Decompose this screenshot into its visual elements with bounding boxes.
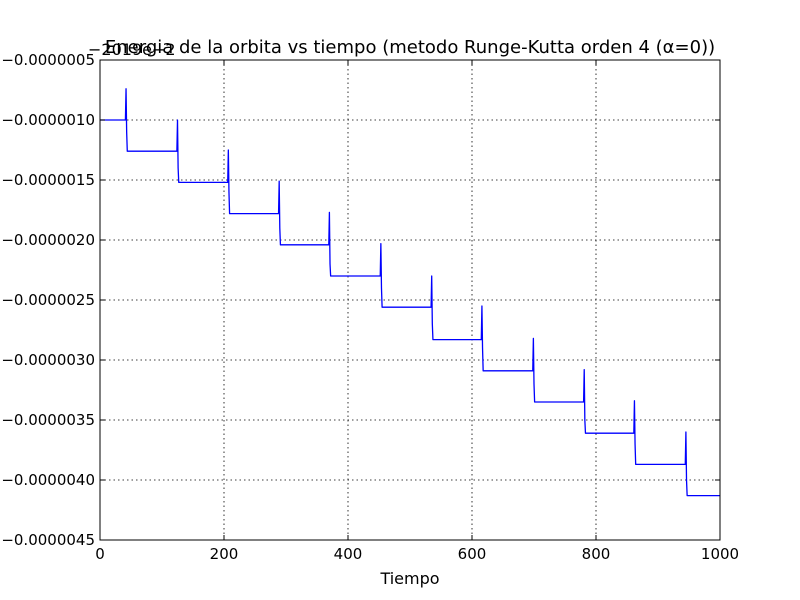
chart-title: Energia de la orbita vs tiempo (metodo R… bbox=[105, 37, 715, 58]
axis-tick-labels: 0 200 400 600 800 1000 −0.0000005 −0.0000010 −0.… bbox=[1, 51, 739, 563]
x-axis-label: Tiempo bbox=[379, 569, 439, 588]
y-tick-label: −0.0000030 bbox=[1, 351, 95, 369]
x-tick-label: 0 bbox=[95, 545, 105, 563]
y-tick-label: −0.0000020 bbox=[1, 231, 95, 249]
y-tick-label: −0.0000040 bbox=[1, 471, 95, 489]
x-tick-label: 200 bbox=[210, 545, 239, 563]
y-tick-label: −0.0000005 bbox=[1, 51, 95, 69]
energy-series-line bbox=[100, 88, 720, 497]
y-offset-text: −2019e−2 bbox=[88, 40, 176, 59]
y-tick-label: −0.0000010 bbox=[1, 111, 95, 129]
series-layer bbox=[100, 88, 720, 497]
x-tick-label: 800 bbox=[582, 545, 611, 563]
axis-ticks bbox=[99, 59, 721, 541]
y-tick-label: −0.0000025 bbox=[1, 291, 95, 309]
y-tick-label: −0.0000045 bbox=[1, 531, 95, 549]
x-tick-label: 1000 bbox=[701, 545, 739, 563]
x-tick-label: 400 bbox=[334, 545, 363, 563]
y-tick-label: −0.0000035 bbox=[1, 411, 95, 429]
y-tick-label: −0.0000015 bbox=[1, 171, 95, 189]
grid bbox=[100, 60, 720, 540]
x-tick-label: 600 bbox=[458, 545, 487, 563]
